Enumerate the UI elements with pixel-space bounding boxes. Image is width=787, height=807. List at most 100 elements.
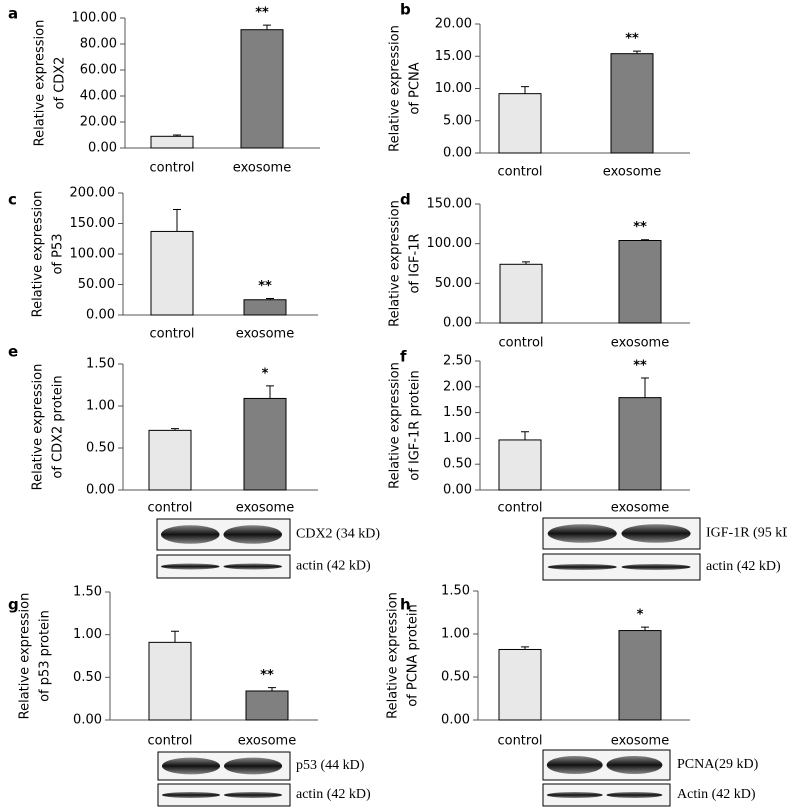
blot-band [161,757,221,775]
panel-label: g [8,596,19,614]
y-tick-label: 1.50 [441,584,470,599]
blot-band [160,563,220,570]
panel-label: e [8,343,18,361]
y-tick-label: 1.00 [443,431,472,446]
y-tick-label: 0.50 [73,670,102,685]
y-axis-label: of IGF-1R [408,233,423,293]
bar [243,397,287,491]
error-bar [521,431,529,440]
y-tick-label: 5.00 [443,113,472,128]
x-tick-label: control [497,501,542,516]
y-tick-label: 100.00 [72,11,118,26]
bar [150,230,194,316]
panel-b: b Relative expression of PCNA 0.00 5.00 10.00… [388,1,690,180]
y-tick-label: 0.00 [86,483,115,498]
y-tick-label: 0.50 [86,441,115,456]
bar [618,397,662,491]
y-tick-label: 60.00 [80,63,117,78]
blot-frame [542,783,671,807]
y-axis-label: of PCNA [408,62,423,114]
y-tick-label: 150.00 [70,216,116,231]
y-tick-label: 50.00 [78,277,115,292]
error-bar [171,428,179,431]
significance: ** [260,668,274,683]
y-tick-label: 20.00 [435,17,472,32]
panel-e: e Relative expression of CDX2 protein 0.00 0… [8,343,380,579]
panel-c: c Relative expression of P53 0.00 50.00 100.0… [8,186,318,342]
y-axis-label: Relative expression [388,25,403,152]
blot-label: CDX2 (34 kD) [296,527,380,542]
x-tick-label: control [497,165,542,180]
bar [498,648,542,721]
blot-band [161,792,221,798]
error-bar [521,86,529,94]
x-tick-label: exosome [611,336,669,351]
panel-label: b [400,1,411,19]
y-tick-label: 150.00 [427,197,473,212]
panel-label: f [400,348,407,366]
blot-band [224,792,283,798]
error-bar [173,208,181,232]
x-tick-label: control [149,161,194,176]
bar [498,93,542,154]
bar [148,641,192,721]
panel-label: a [8,5,18,23]
y-axis-label: Relative expression [18,593,33,720]
error-bar [266,298,274,300]
error-bar [268,687,276,691]
blot-band [547,524,617,543]
y-tick-label: 2.00 [443,379,472,394]
y-tick-label: 80.00 [80,37,117,52]
significance: ** [258,279,272,294]
y-tick-label: 1.00 [73,627,102,642]
error-bar [641,377,649,398]
bar [610,53,654,154]
y-axis-label: of CDX2 protein [51,375,66,478]
y-tick-label: 0.00 [441,713,470,728]
blot-label: IGF-1R (95 kD) [706,526,787,541]
bar [150,135,194,149]
error-bar [266,385,274,399]
y-tick-label: 1.50 [443,405,472,420]
y-tick-label: 0.00 [86,308,115,323]
y-tick-label: 1.00 [86,399,115,414]
y-axis-label: Relative expression [386,592,401,719]
y-axis-label: Relative expression [31,364,46,491]
blot-band [621,524,691,543]
y-tick-label: 1.50 [86,357,115,372]
significance: ** [255,6,269,21]
y-tick-label: 40.00 [80,89,117,104]
y-tick-label: 0.00 [73,713,102,728]
y-axis-label: of PCNA protein [406,604,421,707]
significance: * [262,366,269,381]
panel-label: h [400,596,411,614]
error-bar [521,646,529,650]
y-tick-label: 200.00 [70,186,116,201]
bar [618,239,662,324]
significance: ** [633,359,647,374]
x-tick-label: exosome [233,161,291,176]
y-tick-label: 1.50 [73,585,102,600]
panel-a: a Relative expression of CDX2 0.00 20.00 40.0… [8,5,320,176]
bar [245,690,289,721]
bar [243,299,287,316]
blot-label: actin (42 kD) [296,559,371,574]
y-axis-label: Relative expression [388,362,403,489]
x-tick-label: exosome [611,734,669,749]
y-axis-label: Relative expression [33,20,48,147]
error-bar [173,134,181,137]
error-bar [263,24,271,30]
blot-band [223,563,283,570]
x-tick-label: control [147,501,192,516]
y-axis-label: of IGF-1R protein [408,370,423,480]
y-axis-label: of p53 protein [38,610,53,702]
y-tick-label: 20.00 [80,115,117,130]
y-axis-label: Relative expression [388,200,403,327]
blot-band [160,525,220,544]
blot-band [546,756,603,774]
